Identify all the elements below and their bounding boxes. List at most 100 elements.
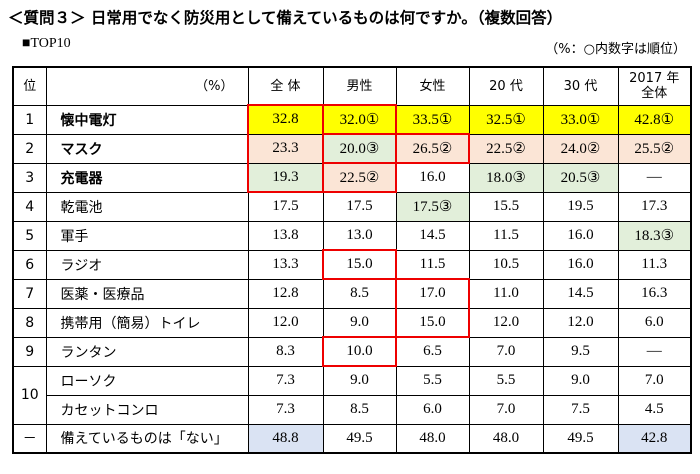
value-cell: 32.5①	[468, 104, 544, 135]
table-row: 7 医薬・医療品 12.8 8.5 17.0 11.0 14.5 16.3	[12, 278, 692, 309]
value-cell: 15.0	[395, 307, 470, 338]
rank-cell: 2	[12, 133, 47, 164]
table-row: カセットコンロ 7.3 8.5 6.0 7.0 7.5 4.5	[13, 394, 692, 425]
table-row: 10 ローソク 7.3 9.0 5.5 5.5 9.0 7.0	[12, 365, 692, 425]
value-cell: 42.8	[617, 423, 692, 454]
row-label: 軍手	[45, 220, 249, 251]
value-cell: 17.3	[617, 191, 692, 222]
table-row: 9 ランタン 8.3 10.0 6.5 7.0 9.5—	[12, 336, 692, 367]
value-cell: 15.5	[468, 191, 544, 222]
value-cell: 7.5	[542, 394, 619, 425]
value-cell: 4.5	[617, 394, 692, 425]
value-cell: 6.0	[617, 307, 692, 338]
value-cell: 14.5	[395, 220, 470, 251]
table-row: 2 マスク 23.3 20.0③ 26.5② 22.5② 24.0② 25.5②	[12, 133, 692, 164]
value-cell: 9.0	[322, 365, 397, 396]
value-cell: 20.5③	[542, 162, 619, 193]
rank-cell: 9	[12, 336, 47, 367]
value-cell: 12.0	[468, 307, 544, 338]
table-row: 1 懐中電灯 32.8 32.0① 33.5① 32.5① 33.0① 42.8①	[12, 104, 692, 135]
rank-cell: 4	[12, 191, 47, 222]
column-header: 2017 年 全体	[617, 66, 692, 106]
value-cell: 7.0	[617, 365, 692, 396]
row-label: マスク	[45, 133, 249, 164]
value-cell: 8.5	[322, 394, 397, 425]
table-row: 4 乾電池 17.5 17.5 17.5③ 15.5 19.5 17.3	[12, 191, 692, 222]
row-label: カセットコンロ	[45, 394, 249, 425]
value-cell: 9.5	[542, 336, 619, 367]
value-cell: 12.0	[247, 307, 324, 338]
value-cell: 49.5	[322, 423, 397, 454]
title: ＜質問３＞ 日常用でなく防災用として備えているものは何ですか。（複数回答）	[8, 9, 563, 27]
value-cell: 13.0	[322, 220, 397, 251]
value-cell: 15.0	[322, 249, 397, 280]
value-cell: 7.0	[468, 336, 544, 367]
value-cell: 6.0	[395, 394, 470, 425]
value-cell: 24.0②	[542, 133, 619, 164]
value-cell: 16.3	[617, 278, 692, 309]
column-header: 30 代	[542, 66, 619, 106]
column-header: 位	[12, 66, 47, 106]
value-cell: 13.8	[247, 220, 324, 251]
value-cell: 20.0③	[322, 133, 397, 164]
rank-cell: －	[12, 423, 47, 454]
subtitle: ■TOP10	[22, 36, 71, 51]
row-label: 懐中電灯	[45, 104, 249, 135]
value-cell: 7.3	[247, 365, 324, 396]
value-cell: 6.5	[395, 336, 470, 367]
value-cell: 17.5	[247, 191, 324, 222]
value-cell: 49.5	[542, 423, 619, 454]
row-label: ランタン	[45, 336, 249, 367]
value-cell: 25.5②	[617, 133, 692, 164]
value-cell: 26.5②	[395, 133, 470, 164]
value-cell: 33.0①	[542, 104, 619, 135]
column-header: 女性	[395, 66, 470, 106]
value-cell: 8.5	[322, 278, 397, 309]
value-cell: 17.5	[322, 191, 397, 222]
table-row: －備えているものは「ない」 48.8 49.5 48.0 48.0 49.5 42.8	[12, 423, 692, 454]
value-cell: 7.0	[468, 394, 544, 425]
rank-cell: 6	[12, 249, 47, 280]
value-cell: —	[617, 336, 692, 367]
row-label: 乾電池	[45, 191, 249, 222]
value-cell: 12.0	[542, 307, 619, 338]
column-header: 20 代	[468, 66, 544, 106]
row-label: ラジオ	[45, 249, 249, 280]
value-cell: 22.5②	[468, 133, 544, 164]
value-cell: 18.0③	[468, 162, 544, 193]
rank-cell: 8	[12, 307, 47, 338]
value-cell: 17.0	[395, 278, 470, 309]
value-cell: 19.3	[247, 162, 324, 193]
rank-cell: 10	[12, 365, 47, 425]
value-cell: 9.0	[322, 307, 397, 338]
value-cell: 11.3	[617, 249, 692, 280]
table-row: 8 携帯用（簡易）トイレ 12.0 9.0 15.0 12.0 12.0 6.0	[12, 307, 692, 338]
value-cell: 18.3③	[617, 220, 692, 251]
value-cell: 16.0	[542, 249, 619, 280]
value-cell: 48.8	[247, 423, 324, 454]
row-label: ローソク	[45, 365, 249, 396]
value-cell: 23.3	[247, 133, 324, 164]
value-cell: 14.5	[542, 278, 619, 309]
value-cell: 16.0	[395, 162, 470, 193]
value-cell: 11.5	[468, 220, 544, 251]
value-cell: 9.0	[542, 365, 619, 396]
value-cell: 17.5③	[395, 191, 470, 222]
value-cell: 16.0	[542, 220, 619, 251]
row-label: 充電器	[45, 162, 249, 193]
note: （%：○内数字は順位）	[545, 42, 686, 57]
rank-cell: 7	[12, 278, 47, 309]
row-label: 携帯用（簡易）トイレ	[45, 307, 249, 338]
value-cell: 22.5②	[322, 162, 397, 193]
row-label: 備えているものは「ない」	[45, 423, 249, 454]
column-header: 全 体	[247, 66, 324, 106]
value-cell: 7.3	[247, 394, 324, 425]
value-cell: 5.5	[468, 365, 544, 396]
value-cell: 12.8	[247, 278, 324, 309]
value-cell: 8.3	[247, 336, 324, 367]
rank-cell: 1	[12, 104, 47, 135]
table-row: 5 軍手 13.8 13.0 14.5 11.5 16.0 18.3③	[12, 220, 692, 251]
value-cell: 13.3	[247, 249, 324, 280]
row-label: 医薬・医療品	[45, 278, 249, 309]
